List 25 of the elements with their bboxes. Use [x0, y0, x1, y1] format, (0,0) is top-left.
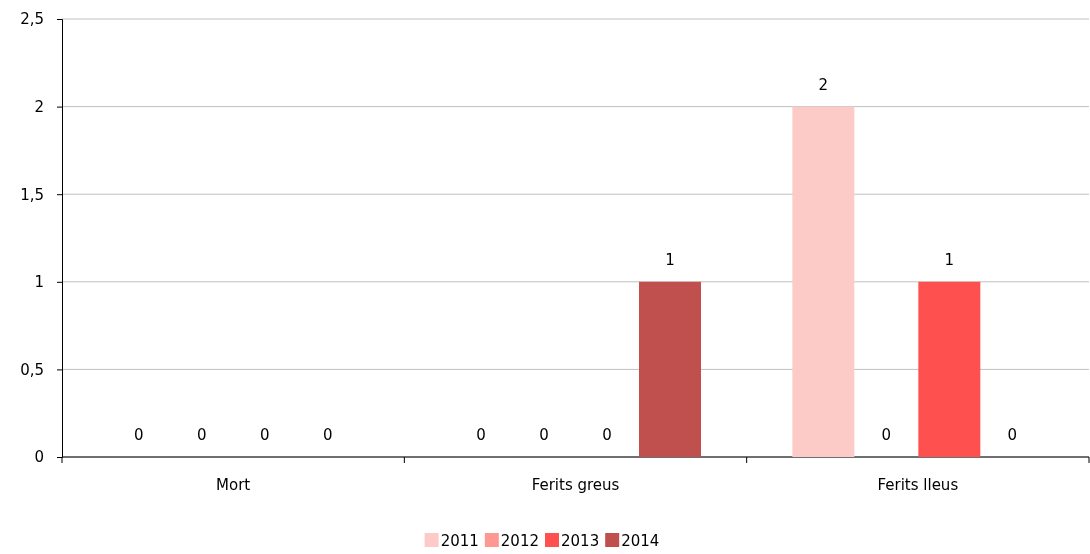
x-tick-label: Ferits greus	[531, 475, 620, 494]
data-label: 1	[665, 250, 675, 269]
data-label: 0	[539, 426, 549, 444]
data-label: 0	[476, 426, 486, 444]
data-label: 0	[133, 426, 144, 444]
y-tick-label: 2	[34, 97, 44, 116]
legend-label: 2014	[621, 532, 660, 550]
data-label: 0	[881, 426, 892, 444]
y-tick-label: 1	[34, 273, 44, 292]
data-label: 0	[602, 426, 612, 444]
data-label: 2	[818, 75, 829, 94]
legend-label: 2013	[561, 532, 600, 550]
data-label: 0	[1007, 426, 1018, 444]
y-tick-label: 2,5	[20, 10, 44, 29]
data-label: 0	[322, 426, 333, 444]
x-tick-label: Ferits lleus	[877, 475, 959, 494]
y-tick-label: 0	[34, 448, 44, 467]
x-tick-label: Mort	[216, 475, 251, 494]
legend-label: 2011	[440, 532, 479, 550]
data-label: 1	[944, 250, 955, 269]
data-label: 0	[196, 426, 207, 444]
y-tick-label: 1,5	[20, 185, 44, 204]
data-label: 0	[259, 426, 270, 444]
y-tick-label: 0,5	[20, 360, 44, 379]
legend-label: 2012	[500, 532, 539, 550]
